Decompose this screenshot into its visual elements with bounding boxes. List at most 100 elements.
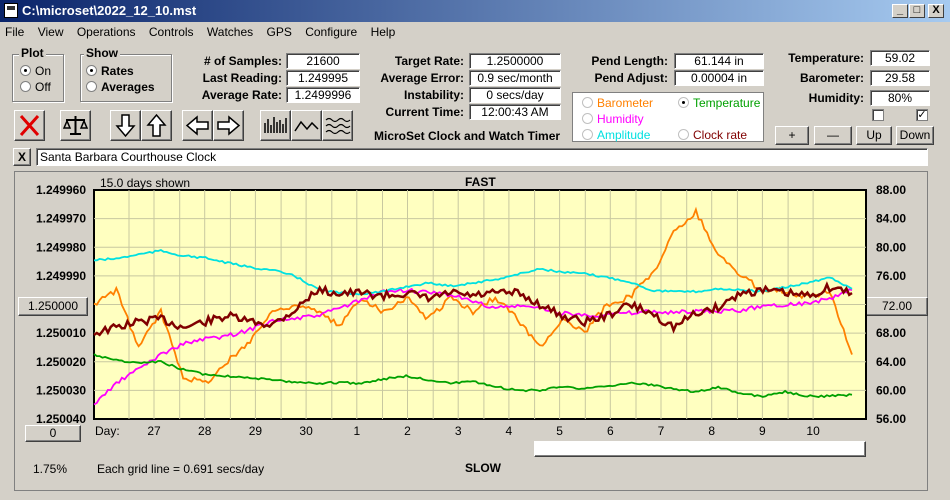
x-tick: 7: [658, 424, 665, 438]
fast-label: FAST: [465, 175, 496, 189]
x-tick: 5: [556, 424, 563, 438]
balance-button[interactable]: [60, 110, 91, 141]
window-title: C:\microset\2022_12_10.mst: [22, 3, 197, 18]
aux-select-panel: [572, 92, 764, 142]
x-tick: 6: [607, 424, 614, 438]
x-tick: 27: [147, 424, 161, 438]
menu-file[interactable]: File: [5, 25, 25, 39]
checkbox-right[interactable]: ✓: [916, 109, 928, 121]
up-button[interactable]: Up: [856, 126, 892, 145]
show-rates-label: Rates: [101, 64, 134, 78]
last-reading-value: 1.249995: [286, 70, 360, 86]
menu-gps[interactable]: GPS: [266, 25, 292, 39]
radio-temperature-icon: [678, 97, 689, 108]
minimize-button[interactable]: _: [892, 4, 908, 18]
y-left-tick: 1.249980: [36, 240, 86, 254]
y-left-tick: 1.250040: [36, 412, 86, 426]
aux-amplitude-radio[interactable]: Amplitude: [582, 128, 650, 142]
series-line-3: [93, 206, 853, 385]
y-left-tick: 1.250010: [36, 326, 86, 340]
y-right-tick: 68.00: [876, 326, 906, 340]
current-time-label: Current Time:: [385, 105, 464, 119]
barometer-value: 29.58: [870, 70, 930, 86]
plot-off-radio[interactable]: Off: [20, 80, 51, 94]
pend-adjust-value: 0.00004 in: [674, 70, 764, 86]
menu-help[interactable]: Help: [370, 25, 396, 39]
series-line-0: [93, 281, 853, 337]
time-scrollbar-thumb[interactable]: [534, 441, 866, 457]
down-button[interactable]: Down: [896, 126, 934, 145]
menu-view[interactable]: View: [37, 25, 64, 39]
percent-label: 1.75%: [33, 462, 68, 476]
days-shown-label: 15.0 days shown: [100, 176, 191, 190]
y-right-tick: 76.00: [876, 269, 906, 283]
plus-button[interactable]: +: [775, 126, 809, 145]
y-right-tick: 64.00: [876, 355, 906, 369]
instability-value: 0 secs/day: [469, 87, 561, 103]
plot-on-radio[interactable]: On: [20, 64, 51, 78]
series-line-4: [93, 353, 853, 399]
arrow-left-icon: [185, 115, 209, 136]
series-line-2: [93, 287, 853, 406]
x-axis: 27 28 29 30 1 2 3 4 5 6 7 8 9 10: [147, 424, 820, 438]
wave-graph-icon: [325, 117, 351, 135]
series-line-1: [94, 249, 853, 296]
pend-adjust-label: Pend Adjust:: [594, 71, 668, 85]
day-label: Day:: [95, 424, 120, 438]
move-up-button[interactable]: [141, 110, 172, 141]
aux-clock-rate-radio[interactable]: Clock rate: [678, 128, 747, 142]
menu-configure[interactable]: Configure: [305, 25, 358, 39]
zero-button[interactable]: 0: [25, 425, 81, 442]
x-tick: 4: [506, 424, 513, 438]
aux-humidity-radio[interactable]: Humidity: [582, 112, 644, 126]
menu-operations[interactable]: Operations: [76, 25, 136, 39]
menu-controls[interactable]: Controls: [148, 25, 194, 39]
aux-temperature-radio[interactable]: Temperature: [678, 96, 760, 110]
clock-name-field[interactable]: Santa Barbara Courthouse Clock: [36, 148, 928, 166]
aux-amplitude-label: Amplitude: [597, 128, 651, 142]
radio-rates-icon: [86, 65, 97, 76]
x-tick: 8: [708, 424, 715, 438]
x-tick: 9: [759, 424, 766, 438]
x-tick: 2: [404, 424, 411, 438]
target-rate-label: Target Rate:: [394, 54, 464, 68]
menu-watches[interactable]: Watches: [206, 25, 254, 39]
checkbox-left[interactable]: [872, 109, 884, 121]
y-left-tick: 1.249960: [36, 183, 86, 197]
radio-clock-rate-icon: [678, 129, 689, 140]
center-value-button[interactable]: 1.250000: [18, 297, 88, 316]
y-left-tick: 1.250020: [36, 355, 86, 369]
aux-clock-rate-label: Clock rate: [693, 128, 748, 142]
scroll-left-button[interactable]: [182, 110, 213, 141]
grid-note: Each grid line = 0.691 secs/day: [97, 462, 265, 476]
show-rates-radio[interactable]: Rates: [86, 64, 134, 78]
line-view-button[interactable]: [291, 110, 322, 141]
instability-label: Instability:: [403, 88, 464, 102]
radio-amplitude-icon: [582, 129, 593, 140]
maximize-button[interactable]: □: [909, 4, 925, 18]
y-right-tick: 56.00: [876, 412, 906, 426]
y-right-tick: 60.00: [876, 383, 906, 397]
bar-view-button[interactable]: [260, 110, 291, 141]
wave-view-button[interactable]: [322, 110, 353, 141]
clear-name-button[interactable]: X: [13, 148, 31, 166]
show-group: [80, 54, 172, 102]
x-tick: 3: [455, 424, 462, 438]
move-down-button[interactable]: [110, 110, 141, 141]
aux-barometer-radio[interactable]: Barometer: [582, 96, 653, 110]
close-button[interactable]: X: [928, 4, 944, 18]
x-tick: 30: [299, 424, 313, 438]
radio-on-icon: [20, 65, 31, 76]
slow-label: SLOW: [465, 461, 501, 475]
clear-data-button[interactable]: [14, 110, 45, 141]
y-axis-right: 88.00 84.00 80.00 76.00 68.00 64.00 60.00 56.00: [876, 183, 906, 426]
plot-on-label: On: [35, 64, 52, 78]
samples-value: 21600: [286, 53, 360, 69]
scroll-right-button[interactable]: [213, 110, 244, 141]
radio-off-icon: [20, 81, 31, 92]
minus-button[interactable]: —: [814, 126, 852, 145]
arrow-up-icon: [146, 113, 167, 137]
radio-averages-icon: [86, 81, 97, 92]
barometer-label: Barometer:: [799, 71, 864, 85]
show-averages-radio[interactable]: Averages: [86, 80, 155, 94]
